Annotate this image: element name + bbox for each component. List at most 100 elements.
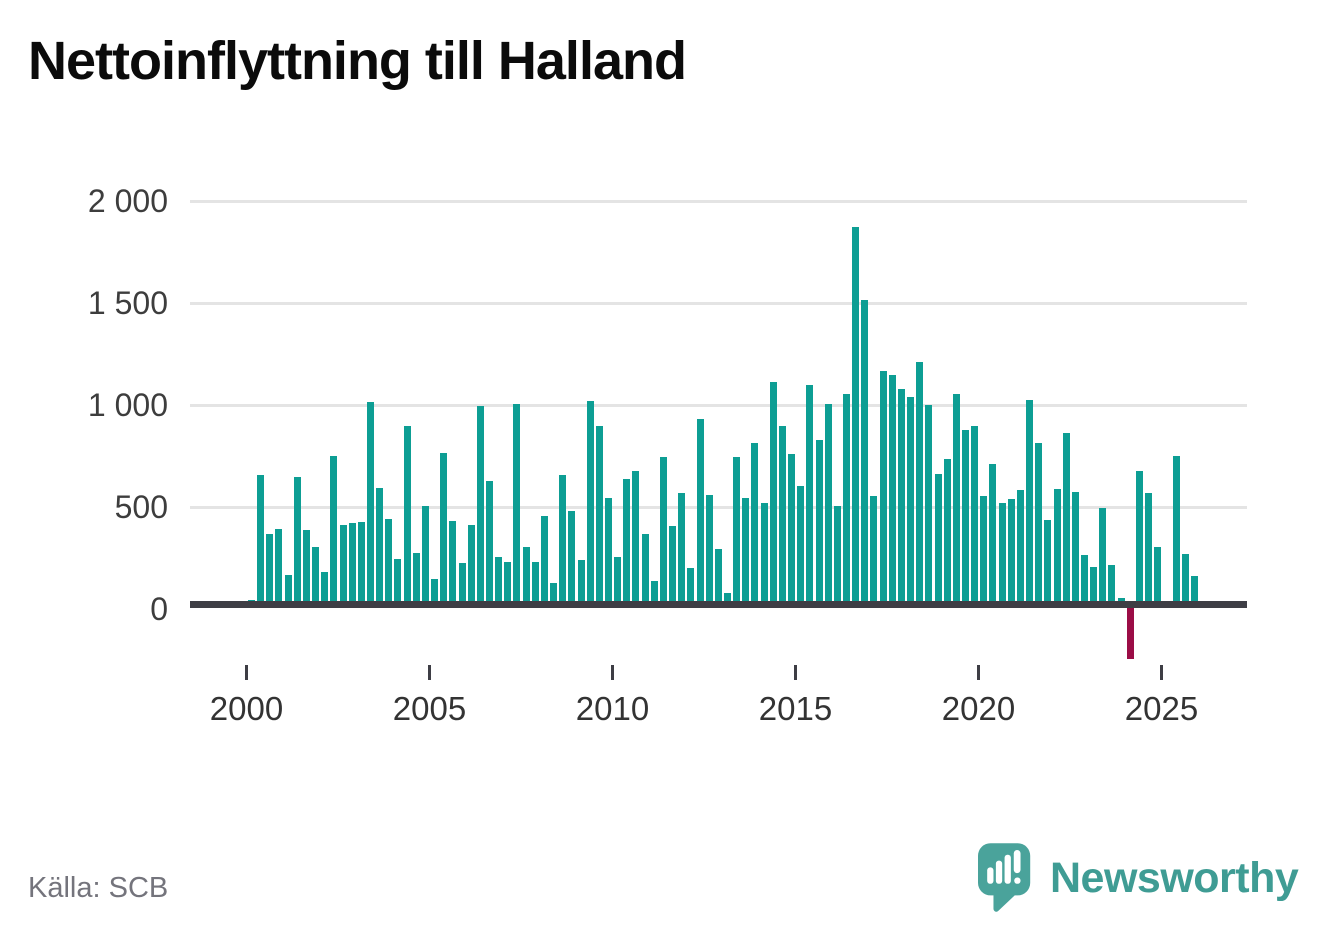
bar <box>1108 565 1116 608</box>
x-axis-label: 2025 <box>1124 690 1199 727</box>
bar <box>1135 471 1143 608</box>
logo-exclamation-bar-icon <box>1013 849 1021 874</box>
bar <box>504 562 512 608</box>
bar <box>861 299 869 608</box>
bar <box>788 453 796 608</box>
bar <box>1035 442 1043 608</box>
logo-bubble-shape <box>978 843 1031 912</box>
bar <box>486 480 493 608</box>
bar <box>1090 567 1098 608</box>
bar <box>650 581 658 608</box>
bar <box>257 475 265 608</box>
bar <box>385 519 393 608</box>
bar <box>833 506 841 608</box>
bar <box>1053 488 1061 608</box>
bar <box>376 487 384 608</box>
bar <box>888 375 896 608</box>
x-axis-tick <box>1160 665 1163 680</box>
bar <box>687 568 695 608</box>
bar <box>669 526 677 608</box>
bar <box>595 426 603 608</box>
bar <box>1071 491 1079 608</box>
y-axis-label: 2 000 <box>87 182 168 219</box>
x-axis-tick <box>428 665 431 680</box>
bar <box>577 560 585 608</box>
bar <box>980 495 988 608</box>
bar <box>925 405 933 608</box>
bar <box>641 533 649 608</box>
bar <box>449 521 457 608</box>
bar <box>330 456 338 608</box>
bar <box>733 457 741 608</box>
bar <box>275 529 283 608</box>
bar <box>998 502 1006 608</box>
bar-negative <box>1126 608 1134 659</box>
newsworthy-logo: Newsworthy <box>978 843 1299 913</box>
gridline <box>190 200 1247 203</box>
bar <box>476 406 484 608</box>
bar <box>907 396 915 608</box>
gridline <box>190 404 1247 407</box>
bar <box>778 426 786 608</box>
bar <box>321 572 329 608</box>
x-axis-tick <box>611 665 614 680</box>
bar <box>1154 546 1162 608</box>
bar <box>367 401 374 608</box>
x-axis-label: 2020 <box>941 690 1016 727</box>
bar <box>870 495 878 608</box>
bar <box>751 442 759 608</box>
logo-exclamation-dot-icon <box>1014 877 1021 884</box>
x-axis-label: 2000 <box>209 690 284 727</box>
x-axis-label: 2015 <box>758 690 833 727</box>
bar <box>714 548 722 608</box>
bar <box>495 557 503 608</box>
bar <box>559 475 567 608</box>
bar <box>568 511 576 608</box>
bar <box>952 393 960 608</box>
bar <box>1044 520 1052 608</box>
bar <box>513 404 521 608</box>
bar <box>1062 432 1070 608</box>
x-axis-tick <box>245 665 248 680</box>
x-axis-label: 2010 <box>575 690 650 727</box>
bar <box>605 497 612 608</box>
bar <box>1016 489 1024 608</box>
source-note: Källa: SCB <box>28 872 169 904</box>
bar <box>678 492 686 608</box>
y-axis-label: 1 500 <box>87 284 168 321</box>
bar <box>971 426 979 608</box>
chart-title: Nettoinflyttning till Halland <box>28 31 687 91</box>
bar <box>458 563 466 608</box>
bar <box>824 404 832 608</box>
x-axis-tick <box>794 665 797 680</box>
bar <box>614 557 622 608</box>
bar <box>815 439 823 608</box>
bar <box>348 523 356 608</box>
bar <box>440 452 448 608</box>
bar <box>1081 554 1088 608</box>
plot-area: 0 500 1 000 1 500 2 000 2000 2005 2010 2015 2020 2… <box>87 182 1247 727</box>
bar <box>394 559 402 608</box>
bar <box>293 477 301 608</box>
bar <box>879 371 887 608</box>
bar <box>1145 492 1153 608</box>
bar <box>266 533 274 608</box>
bar <box>540 516 548 608</box>
bar <box>962 429 969 608</box>
bar <box>1099 508 1107 608</box>
bar <box>522 546 530 608</box>
bar <box>1007 498 1015 608</box>
logo-bar-medium-icon <box>995 860 1003 884</box>
x-axis-tick <box>977 665 980 680</box>
bar <box>550 582 558 608</box>
bar <box>531 562 539 608</box>
newsworthy-wordmark: Newsworthy <box>1050 853 1299 902</box>
bar <box>302 530 310 608</box>
bar <box>357 522 365 608</box>
bar <box>586 400 594 608</box>
newsworthy-bubble-chart-icon <box>978 843 1031 912</box>
bar <box>1026 399 1034 608</box>
bar <box>897 388 905 608</box>
bar <box>403 426 411 608</box>
bar <box>339 525 347 608</box>
